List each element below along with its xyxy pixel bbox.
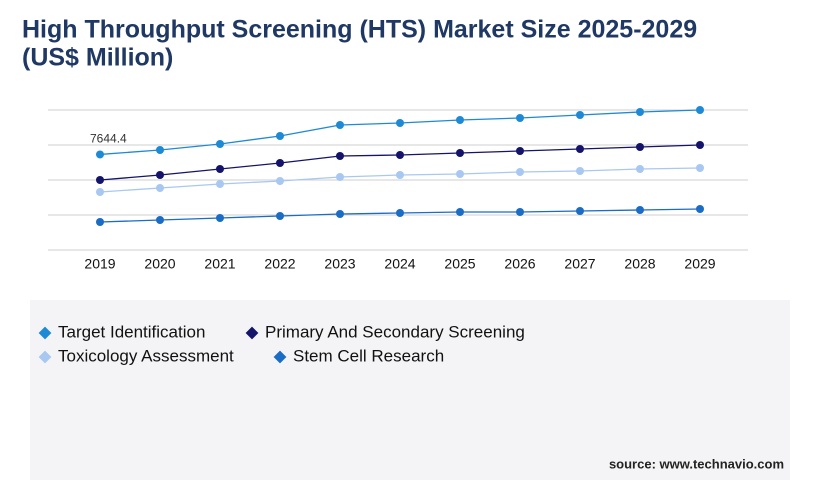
data-point [396, 151, 404, 159]
data-point [276, 212, 284, 220]
legend-marker [273, 350, 287, 364]
data-point [516, 208, 524, 216]
data-point [636, 108, 644, 116]
legend-marker [245, 326, 259, 340]
data-point [456, 116, 464, 124]
data-point [456, 170, 464, 178]
x-tick-label: 2020 [144, 256, 175, 272]
data-point [276, 132, 284, 140]
data-point [696, 141, 704, 149]
data-point [456, 208, 464, 216]
data-point [396, 171, 404, 179]
data-point [96, 176, 104, 184]
data-point [516, 168, 524, 176]
data-point [696, 106, 704, 114]
data-point [576, 145, 584, 153]
data-point [636, 206, 644, 214]
data-point [336, 173, 344, 181]
data-point [576, 111, 584, 119]
x-tick-label: 2029 [684, 256, 715, 272]
x-tick-label: 2026 [504, 256, 535, 272]
x-tick-label: 2021 [204, 256, 235, 272]
data-point [396, 209, 404, 217]
data-point [156, 146, 164, 154]
data-point [516, 147, 524, 155]
x-tick-label: 2025 [444, 256, 475, 272]
data-point [216, 165, 224, 173]
data-point [216, 214, 224, 222]
x-tick-label: 2027 [564, 256, 595, 272]
data-point [516, 114, 524, 122]
data-point [456, 149, 464, 157]
data-label: 7644.4 [90, 132, 127, 146]
x-tick-label: 2019 [84, 256, 115, 272]
data-point [216, 180, 224, 188]
legend-marker [38, 326, 52, 340]
legend-label: Stem Cell Research [293, 346, 444, 365]
legend-label: Toxicology Assessment [58, 346, 234, 365]
legend-label: Primary And Secondary Screening [265, 322, 525, 341]
data-point [696, 164, 704, 172]
legend-panel [30, 300, 790, 480]
legend-label: Target Identification [58, 322, 205, 341]
x-tick-label: 2023 [324, 256, 355, 272]
source: source: www.technavio.com [609, 456, 784, 471]
x-tick-label: 2028 [624, 256, 655, 272]
data-point [156, 216, 164, 224]
data-point [96, 188, 104, 196]
data-point [156, 184, 164, 192]
data-point [636, 143, 644, 151]
x-tick-label: 2022 [264, 256, 295, 272]
data-point [336, 152, 344, 160]
data-point [156, 171, 164, 179]
data-point [696, 205, 704, 213]
data-point [96, 218, 104, 226]
chart-title: High Throughput Screening (HTS) Market S… [22, 16, 697, 44]
data-point [216, 140, 224, 148]
data-point [276, 177, 284, 185]
data-point [576, 207, 584, 215]
x-tick-label: 2024 [384, 256, 415, 272]
data-point [336, 121, 344, 129]
chart-title: (US$ Million) [22, 44, 173, 72]
data-point [96, 150, 104, 159]
data-point [576, 167, 584, 175]
data-point [636, 165, 644, 173]
data-point [336, 210, 344, 218]
data-point [276, 159, 284, 167]
data-point [396, 119, 404, 127]
legend-marker [38, 350, 52, 364]
